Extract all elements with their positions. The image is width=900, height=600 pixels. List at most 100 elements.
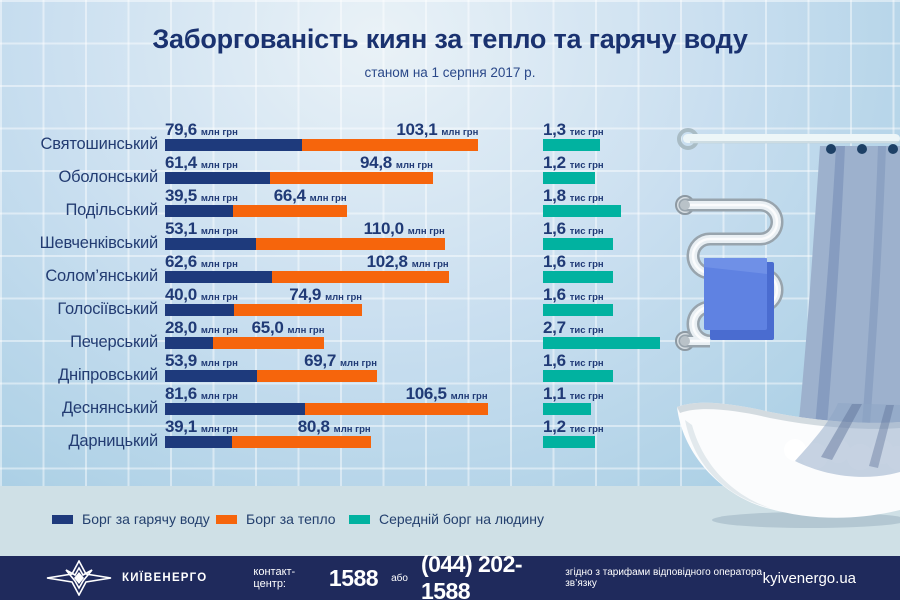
stacked-bar[interactable] xyxy=(165,304,363,316)
chart-legend: Борг за гарячу воду Борг за тепло Середній… xyxy=(52,510,612,528)
heat-value-label: 102,8 млн грн xyxy=(366,252,449,271)
average-debt-bar[interactable] xyxy=(543,370,613,382)
district-label: Святошинський xyxy=(40,135,159,153)
average-debt-value-label: 1,6 тис грн xyxy=(543,252,604,271)
heat-bar-segment[interactable] xyxy=(304,403,488,415)
average-debt-bar[interactable] xyxy=(543,238,613,250)
average-debt-bar[interactable] xyxy=(543,205,622,217)
district-label: Подільський xyxy=(65,201,159,219)
or-label: або xyxy=(391,572,408,584)
legend-label: Борг за гарячу воду xyxy=(82,511,210,527)
average-debt-bar[interactable] xyxy=(543,403,591,415)
kyivenergo-logo-icon xyxy=(46,560,112,596)
website-link[interactable]: kyivenergo.ua xyxy=(762,569,857,587)
heat-bar-segment[interactable] xyxy=(232,205,347,217)
heat-bar-segment[interactable] xyxy=(301,139,479,151)
hot-water-value-label: 62,6 млн грн xyxy=(165,252,238,271)
hot-water-bar-segment[interactable] xyxy=(165,304,234,316)
district-label: Солом’янський xyxy=(45,267,158,285)
district-label: Дніпровський xyxy=(58,366,158,384)
towel xyxy=(704,258,774,340)
hot-water-bar-segment[interactable] xyxy=(165,139,302,151)
heat-bar-segment[interactable] xyxy=(270,172,433,184)
heat-value-label: 66,4 млн грн xyxy=(273,186,347,205)
debt-bar-chart: Святошинський 79,6 млн грн 103,1 млн грн 1,3 т… xyxy=(40,120,661,450)
heat-value-label: 103,1 млн грн xyxy=(396,120,479,139)
heat-bar-segment[interactable] xyxy=(272,271,449,283)
hot-water-bar-segment[interactable] xyxy=(165,238,257,250)
stacked-bar[interactable] xyxy=(165,403,488,415)
legend-swatch xyxy=(216,514,237,524)
hot-water-bar-segment[interactable] xyxy=(165,172,271,184)
hot-water-bar-segment[interactable] xyxy=(165,436,233,448)
average-debt-value-label: 1,6 тис грн xyxy=(543,219,604,238)
bathroom-illustration xyxy=(675,128,900,528)
legend-item: Борг за тепло xyxy=(216,510,336,528)
district-label: Дарницький xyxy=(68,432,158,450)
average-debt-value-label: 1,1 тис грн xyxy=(543,384,604,403)
tariff-note: згідно з тарифами відповідного оператора… xyxy=(565,567,763,589)
average-debt-value-label: 1,8 тис грн xyxy=(543,186,604,205)
page-title: Заборгованість киян за тепло та гарячу в… xyxy=(152,24,748,54)
hot-water-value-label: 28,0 млн грн xyxy=(165,318,238,337)
phone-short[interactable]: 1588 xyxy=(328,564,379,591)
legend-label: Середній борг на людину xyxy=(379,511,544,527)
shower-curtain-translucent xyxy=(795,403,900,477)
average-debt-bar[interactable] xyxy=(543,304,613,316)
heat-bar-segment[interactable] xyxy=(257,370,377,382)
stacked-bar[interactable] xyxy=(165,139,479,151)
stacked-bar[interactable] xyxy=(165,172,433,184)
heat-bar-segment[interactable] xyxy=(256,238,445,250)
hot-water-bar-segment[interactable] xyxy=(165,370,258,382)
hot-water-value-label: 79,6 млн грн xyxy=(165,120,238,139)
hot-water-value-label: 53,1 млн грн xyxy=(165,219,238,238)
average-debt-value-label: 1,6 тис грн xyxy=(543,285,604,304)
curtain-ring-icon xyxy=(857,144,867,154)
hot-water-value-label: 39,5 млн грн xyxy=(165,186,238,205)
heat-value-label: 65,0 млн грн xyxy=(251,318,325,337)
average-debt-value-label: 1,2 тис грн xyxy=(543,153,604,172)
hot-water-bar-segment[interactable] xyxy=(165,205,233,217)
district-label: Оболонський xyxy=(58,168,159,186)
legend-label: Борг за тепло xyxy=(246,511,336,527)
page-subtitle: станом на 1 серпня 2017 р. xyxy=(364,65,536,80)
hot-water-value-label: 39,1 млн грн xyxy=(165,417,238,436)
hot-water-value-label: 81,6 млн грн xyxy=(165,384,238,403)
hot-water-value-label: 53,9 млн грн xyxy=(165,351,238,370)
hot-water-bar-segment[interactable] xyxy=(165,403,305,415)
stacked-bar[interactable] xyxy=(165,436,371,448)
average-debt-bar[interactable] xyxy=(543,139,600,151)
district-label: Печерський xyxy=(70,333,158,351)
stacked-bar[interactable] xyxy=(165,238,445,250)
hot-water-value-label: 61,4 млн грн xyxy=(165,153,238,172)
average-debt-value-label: 1,2 тис грн xyxy=(543,417,604,436)
stacked-bar[interactable] xyxy=(165,271,449,283)
heat-value-label: 74,9 млн грн xyxy=(289,285,363,304)
heat-value-label: 106,5 млн грн xyxy=(405,384,488,403)
contact-center-label: контакт-центр: xyxy=(253,566,296,590)
average-debt-bar[interactable] xyxy=(543,337,661,349)
stacked-bar[interactable] xyxy=(165,337,325,349)
average-debt-bar[interactable] xyxy=(543,271,613,283)
hot-water-bar-segment[interactable] xyxy=(165,337,214,349)
heat-bar-segment[interactable] xyxy=(233,304,363,316)
phone-full[interactable]: (044) 202-1588 xyxy=(420,551,523,600)
average-debt-bar[interactable] xyxy=(543,436,596,448)
curtain-ring-icon xyxy=(888,144,898,154)
stacked-bar[interactable] xyxy=(165,370,377,382)
district-label: Голосіївський xyxy=(57,300,158,318)
hot-water-value-label: 40,0 млн грн xyxy=(165,285,238,304)
heat-value-label: 94,8 млн грн xyxy=(360,153,433,172)
brand-name: КИЇВЕНЕРГО xyxy=(122,572,208,584)
hot-water-bar-segment[interactable] xyxy=(165,271,273,283)
heat-bar-segment[interactable] xyxy=(213,337,325,349)
average-debt-bar[interactable] xyxy=(543,172,596,184)
legend-swatch xyxy=(349,514,370,524)
stacked-bar[interactable] xyxy=(165,205,347,217)
heat-bar-segment[interactable] xyxy=(232,436,371,448)
average-debt-value-label: 1,3 тис грн xyxy=(543,120,604,139)
average-debt-value-label: 1,6 тис грн xyxy=(543,351,604,370)
legend-item: Борг за гарячу воду xyxy=(52,510,210,528)
legend-swatch xyxy=(52,514,73,524)
